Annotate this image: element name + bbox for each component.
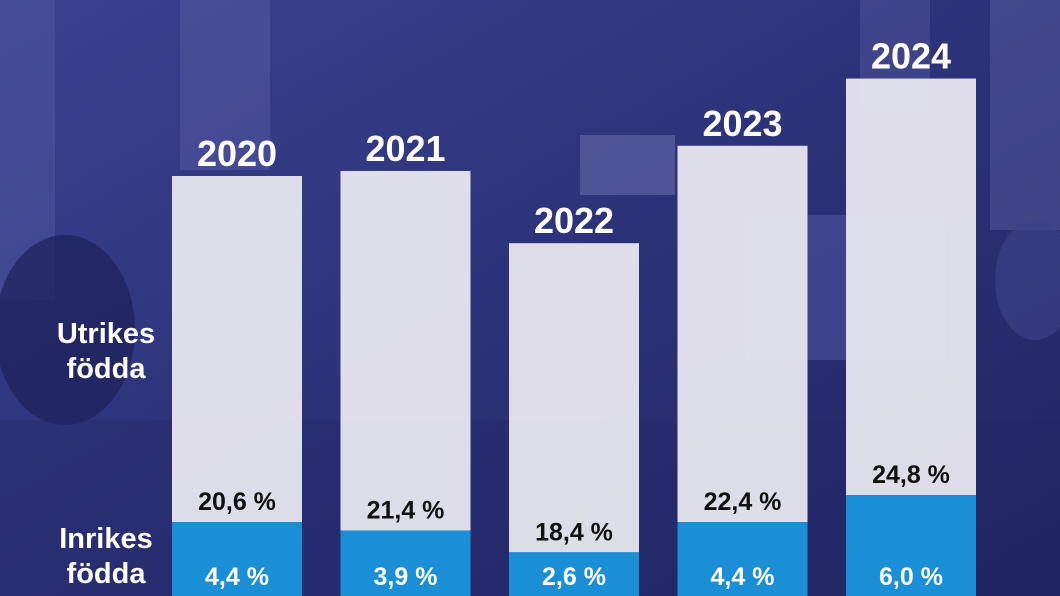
year-label-2024: 2024 (871, 36, 951, 77)
value-label-inrikes-2024: 6,0 % (879, 563, 943, 591)
value-label-utrikes-2020: 20,6 % (198, 488, 276, 516)
bar-utrikes-2022 (509, 243, 639, 553)
bar-inrikes-2022 (509, 552, 639, 596)
bar-inrikes-2021 (340, 530, 471, 596)
lower-series-label: Inrikes födda (46, 522, 166, 592)
year-label-2022: 2022 (534, 200, 614, 241)
value-label-inrikes-2021: 3,9 % (374, 563, 438, 591)
lower-series-label-line2: födda (66, 558, 146, 590)
value-label-utrikes-2022: 18,4 % (535, 518, 613, 546)
upper-series-label-line2: födda (66, 353, 146, 385)
year-label-2023: 2023 (702, 103, 782, 144)
bar-utrikes-2023 (677, 145, 808, 523)
value-label-inrikes-2023: 4,4 % (711, 563, 775, 591)
value-label-utrikes-2023: 22,4 % (704, 488, 782, 516)
bar-utrikes-2024 (846, 78, 976, 496)
bar-utrikes-2021 (340, 170, 471, 531)
year-label-2021: 2021 (365, 128, 445, 169)
upper-series-label: Utrikes födda (46, 317, 166, 387)
bar-inrikes-2020 (172, 522, 302, 596)
value-label-utrikes-2021: 21,4 % (367, 496, 445, 524)
value-label-inrikes-2022: 2,6 % (542, 563, 606, 591)
bar-inrikes-2024 (846, 495, 976, 596)
bar-utrikes-2020 (172, 176, 302, 523)
year-label-2020: 2020 (197, 133, 277, 174)
value-label-inrikes-2020: 4,4 % (205, 563, 269, 591)
lower-series-label-line1: Inrikes (59, 523, 153, 555)
value-label-utrikes-2024: 24,8 % (872, 461, 950, 489)
upper-series-label-line1: Utrikes (56, 318, 156, 350)
bar-inrikes-2023 (677, 522, 808, 596)
